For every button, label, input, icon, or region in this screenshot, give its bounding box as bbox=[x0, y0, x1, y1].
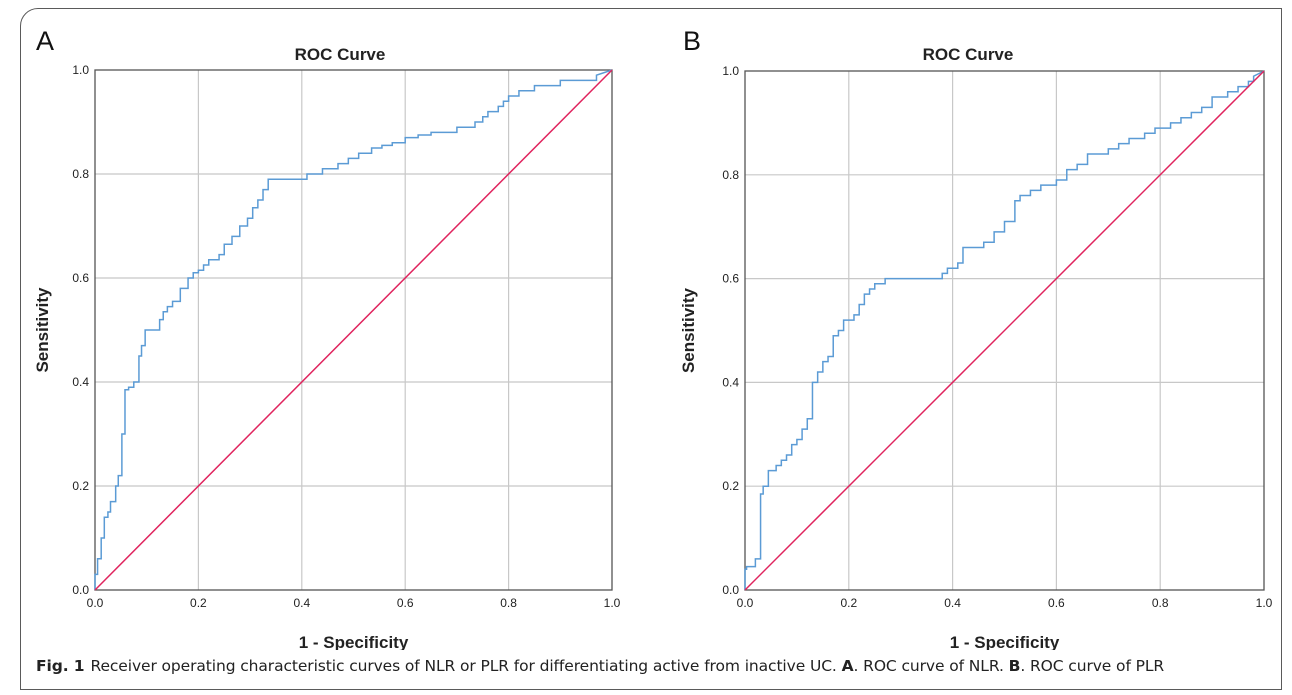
plot-area-frame bbox=[94, 69, 613, 591]
chart-title: ROC Curve bbox=[295, 45, 386, 64]
y-tick-label: 0.2 bbox=[72, 479, 89, 493]
chart-title: ROC Curve bbox=[923, 45, 1014, 64]
x-tick-label: 1.0 bbox=[1256, 596, 1273, 610]
y-tick-label: 1.0 bbox=[722, 64, 739, 78]
y-tick-label: 0.0 bbox=[722, 583, 739, 597]
y-tick-label: 0.4 bbox=[72, 375, 89, 389]
caption-text-2: . ROC curve of NLR. bbox=[853, 657, 1004, 675]
panel-label: A bbox=[36, 26, 54, 56]
y-tick-label: 0.0 bbox=[72, 583, 89, 597]
roc-curve-line bbox=[744, 70, 1265, 590]
reference-diagonal-line bbox=[744, 70, 1265, 591]
figure-frame bbox=[20, 8, 1282, 690]
y-axis-label: Sensitivity bbox=[33, 287, 52, 373]
reference-diagonal-line bbox=[94, 69, 613, 591]
y-tick-label: 0.4 bbox=[722, 375, 739, 389]
y-tick-label: 0.8 bbox=[722, 168, 739, 182]
x-tick-label: 0.2 bbox=[840, 596, 857, 610]
panel-a: A ROC Curve 0.0 0.2 0.4 0.6 0.8 1.0 0.0 0.2 0.4 0.6… bbox=[0, 0, 646, 650]
x-tick-label: 1.0 bbox=[604, 596, 621, 610]
y-tick-label: 0.8 bbox=[72, 167, 89, 181]
y-tick-label: 0.6 bbox=[722, 272, 739, 286]
x-tick-label: 0.2 bbox=[190, 596, 207, 610]
y-tick-label: 0.2 bbox=[722, 479, 739, 493]
caption-label-b: B bbox=[1008, 657, 1021, 675]
y-tick-label: 0.6 bbox=[72, 271, 89, 285]
x-tick-label: 0.8 bbox=[500, 596, 517, 610]
chart-b: B ROC Curve 0.0 0.2 0.4 0.6 0.8 1.0 0.0 0.2 0.4 0.6… bbox=[679, 26, 1273, 650]
x-tick-label: 0.0 bbox=[737, 596, 754, 610]
plot-area-frame bbox=[744, 70, 1265, 591]
x-axis-label: 1 - Specificity bbox=[299, 633, 409, 650]
roc-curve-line bbox=[94, 69, 613, 590]
caption-text-1: Receiver operating characteristic curves… bbox=[90, 657, 837, 675]
chart-a: A ROC Curve 0.0 0.2 0.4 0.6 0.8 1.0 0.0 0.2 0.4 0.6… bbox=[33, 26, 621, 650]
x-tick-label: 0.4 bbox=[944, 596, 961, 610]
figure-caption: Fig. 1 Receiver operating characteristic … bbox=[36, 657, 1164, 675]
caption-label-a: A bbox=[841, 657, 854, 675]
x-tick-label: 0.6 bbox=[397, 596, 414, 610]
x-tick-label: 0.4 bbox=[293, 596, 310, 610]
x-tick-label: 0.0 bbox=[87, 596, 104, 610]
panel-b: B ROC Curve 0.0 0.2 0.4 0.6 0.8 1.0 0.0 0.2 0.4 0.6… bbox=[646, 0, 1292, 650]
x-tick-label: 0.8 bbox=[1152, 596, 1169, 610]
panel-label: B bbox=[683, 26, 701, 56]
caption-fig-label: Fig. 1 bbox=[36, 657, 85, 675]
caption-text-3: . ROC curve of PLR bbox=[1020, 657, 1165, 675]
x-tick-label: 0.6 bbox=[1048, 596, 1065, 610]
x-axis-label: 1 - Specificity bbox=[950, 633, 1060, 650]
y-tick-label: 1.0 bbox=[72, 63, 89, 77]
y-axis-label: Sensitivity bbox=[679, 287, 698, 373]
